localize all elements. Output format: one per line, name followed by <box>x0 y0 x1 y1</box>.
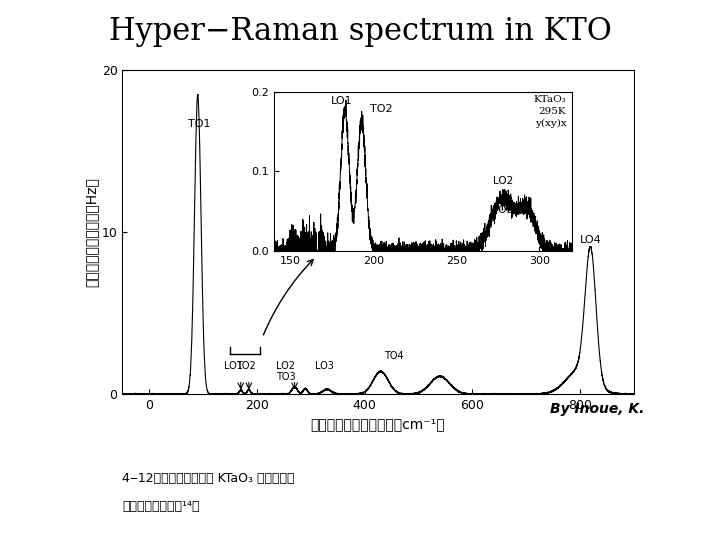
Text: KTaO₃
295K
y(xy)x: KTaO₃ 295K y(xy)x <box>534 95 567 128</box>
Text: TO3: TO3 <box>492 205 513 215</box>
Text: LO4: LO4 <box>580 235 601 245</box>
Text: Hyper−Raman spectrum in KTO: Hyper−Raman spectrum in KTO <box>109 16 611 47</box>
Text: ラマンスペクトル¹⁴）: ラマンスペクトル¹⁴） <box>122 500 200 512</box>
Text: TO2: TO2 <box>370 104 392 114</box>
Text: TO4: TO4 <box>384 350 404 361</box>
Text: LO2: LO2 <box>492 176 513 186</box>
Text: TO1: TO1 <box>188 119 210 129</box>
Text: LO3: LO3 <box>315 361 333 371</box>
Y-axis label: ハイパーラマン強度（Hz）: ハイパーラマン強度（Hz） <box>85 177 99 287</box>
Text: TO2: TO2 <box>236 361 256 371</box>
Text: LO1: LO1 <box>331 96 353 106</box>
Text: LO2: LO2 <box>276 361 295 371</box>
Text: 4‒12図　室温における KTaO₃ のハイパー: 4‒12図 室温における KTaO₃ のハイパー <box>122 472 295 485</box>
Text: TO3: TO3 <box>276 373 295 382</box>
Text: By Inoue, K.: By Inoue, K. <box>550 402 644 416</box>
X-axis label: ハイパーラマンシフト（cm⁻¹）: ハイパーラマンシフト（cm⁻¹） <box>311 417 445 431</box>
Text: LO1: LO1 <box>225 361 243 371</box>
